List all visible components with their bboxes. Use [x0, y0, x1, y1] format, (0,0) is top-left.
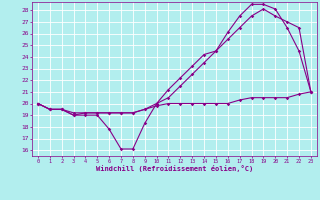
X-axis label: Windchill (Refroidissement éolien,°C): Windchill (Refroidissement éolien,°C) [96, 165, 253, 172]
